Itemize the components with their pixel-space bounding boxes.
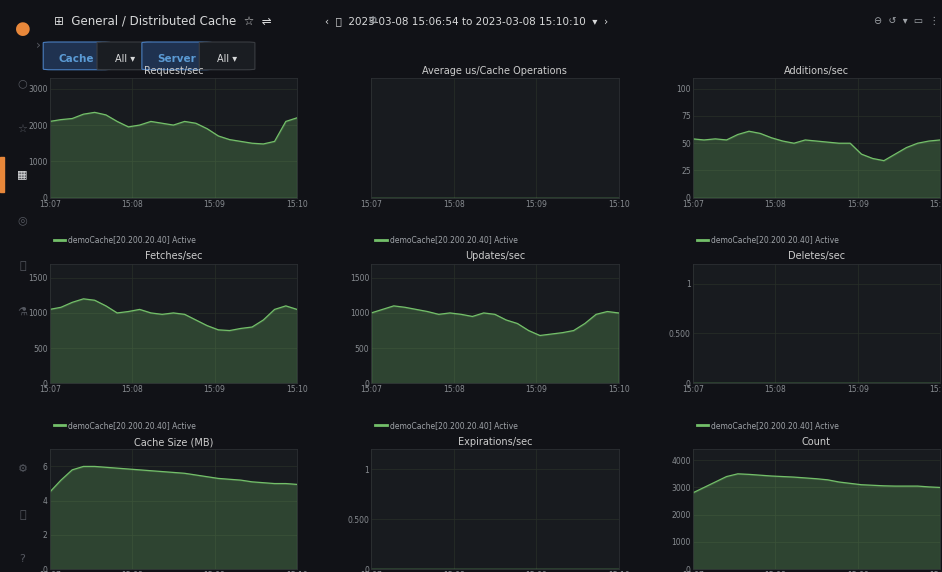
- Text: ‹  ⏱  2023-03-08 15:06:54 to 2023-03-08 15:10:10  ▾  ›: ‹ ⏱ 2023-03-08 15:06:54 to 2023-03-08 15…: [325, 16, 609, 26]
- Legend: demoCache[20.200.20.40] Active: demoCache[20.200.20.40] Active: [375, 235, 517, 244]
- FancyBboxPatch shape: [200, 42, 255, 70]
- Text: ⚙: ⚙: [18, 464, 27, 474]
- Text: ›: ›: [36, 39, 41, 52]
- FancyBboxPatch shape: [97, 42, 153, 70]
- Title: Count: Count: [802, 437, 831, 447]
- Text: All ▾: All ▾: [217, 54, 237, 63]
- Text: ⊞  General / Distributed Cache  ☆  ⇌: ⊞ General / Distributed Cache ☆ ⇌: [54, 14, 271, 27]
- Text: ⚗: ⚗: [18, 307, 27, 317]
- Text: ●: ●: [15, 20, 30, 38]
- Text: ⚙: ⚙: [368, 16, 378, 26]
- Text: ⊖  ↺  ▾  ▭  ⋮: ⊖ ↺ ▾ ▭ ⋮: [873, 16, 938, 26]
- Legend: demoCache[20.200.20.40] Active: demoCache[20.200.20.40] Active: [696, 421, 839, 430]
- Title: Updates/sec: Updates/sec: [464, 252, 525, 261]
- Text: ⌾: ⌾: [19, 261, 25, 271]
- Text: ○: ○: [18, 78, 27, 88]
- FancyBboxPatch shape: [43, 42, 110, 70]
- Legend: demoCache[20.200.20.40] Active: demoCache[20.200.20.40] Active: [54, 235, 196, 244]
- Text: ▦: ▦: [17, 169, 27, 180]
- FancyBboxPatch shape: [142, 42, 212, 70]
- Title: Expirations/sec: Expirations/sec: [458, 437, 532, 447]
- Text: ?: ?: [20, 554, 25, 565]
- Text: ⛉: ⛉: [19, 510, 25, 520]
- Legend: demoCache[20.200.20.40] Active: demoCache[20.200.20.40] Active: [696, 235, 839, 244]
- Text: Server: Server: [157, 54, 196, 63]
- Title: Average us/Cache Operations: Average us/Cache Operations: [422, 66, 567, 76]
- Text: Cache: Cache: [58, 54, 94, 63]
- Text: ▦: ▦: [17, 169, 27, 180]
- Title: Cache Size (MB): Cache Size (MB): [134, 437, 213, 447]
- Title: Fetches/sec: Fetches/sec: [145, 252, 203, 261]
- Bar: [0, 157, 4, 192]
- Title: Additions/sec: Additions/sec: [784, 66, 849, 76]
- Legend: demoCache[20.200.20.40] Active: demoCache[20.200.20.40] Active: [54, 421, 196, 430]
- Title: Deletes/sec: Deletes/sec: [788, 252, 845, 261]
- Text: All ▾: All ▾: [115, 54, 135, 63]
- Title: Request/sec: Request/sec: [143, 66, 203, 76]
- Text: ☆: ☆: [18, 124, 27, 134]
- Legend: demoCache[20.200.20.40] Active: demoCache[20.200.20.40] Active: [375, 421, 517, 430]
- Text: ◎: ◎: [18, 215, 27, 225]
